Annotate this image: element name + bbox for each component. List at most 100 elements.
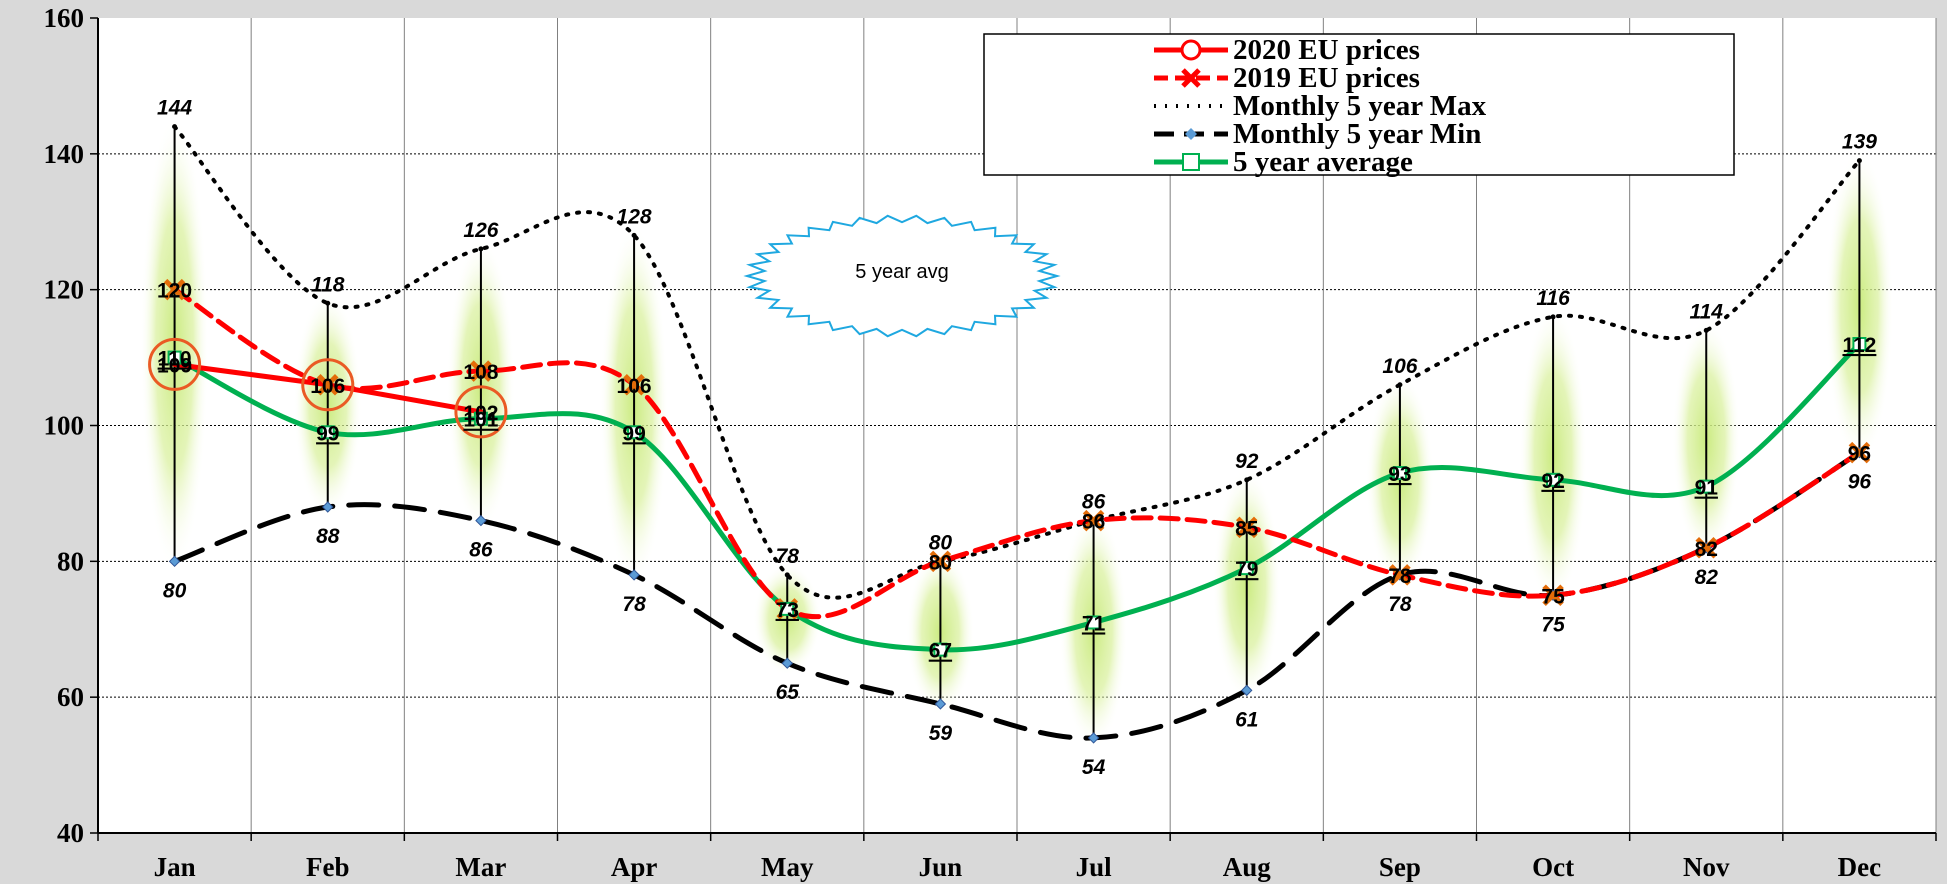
min-marker: [322, 501, 334, 513]
avg-marker: [933, 642, 948, 657]
min-label: 61: [1235, 708, 1258, 731]
max-label: 92: [1235, 450, 1259, 473]
x-tick-label: Apr: [611, 852, 658, 882]
avg-label: 71: [1082, 612, 1106, 635]
y-tick-label: 60: [57, 682, 84, 712]
max-marker: [325, 300, 331, 306]
avg-marker: [167, 350, 182, 365]
max-marker: [478, 246, 484, 252]
min-label: 86: [469, 539, 493, 562]
y-tick-label: 120: [44, 275, 85, 305]
avg-label: 112: [1842, 334, 1876, 357]
avg-marker: [1852, 337, 1867, 351]
avg-label: 73: [776, 599, 799, 622]
min-label: 65: [776, 681, 800, 704]
legend-marker: [1180, 39, 1202, 61]
max-marker: [1244, 477, 1250, 483]
y-tick-label: 80: [57, 546, 84, 576]
y-tick-label: 140: [44, 139, 85, 169]
price-2019-marker: [1389, 564, 1411, 586]
price-label: 85: [1235, 517, 1259, 540]
x-tick-label: Nov: [1683, 852, 1730, 882]
legend-label: Monthly 5 year Max: [1233, 90, 1487, 122]
max-label: 126: [463, 219, 498, 242]
price-2019-marker: [623, 373, 645, 396]
max-marker: [172, 124, 178, 130]
x-tick-label: Jul: [1076, 852, 1113, 882]
price-2019-marker: [1235, 516, 1258, 539]
min-label: 75: [1541, 613, 1565, 636]
legend-box: [983, 33, 1735, 176]
price-label: 109: [157, 354, 192, 377]
legend-marker: [1182, 153, 1200, 171]
price-label: 102: [463, 402, 498, 425]
legend-label: 5 year average: [1233, 146, 1413, 178]
avg-marker: [1239, 561, 1254, 576]
min-label: 96: [1848, 471, 1872, 494]
max-label: 80: [929, 531, 953, 554]
y-tick-label: 160: [44, 3, 85, 33]
avg-label: 99: [622, 422, 645, 445]
price-2019-marker: [1695, 536, 1718, 559]
min-marker: [628, 569, 640, 581]
x-tick-label: Jun: [919, 852, 963, 882]
annotation-burst: 5 year avg: [743, 214, 1061, 338]
price-2019-marker: [1542, 584, 1564, 607]
price-label: 82: [1695, 538, 1718, 561]
x-tick-label: Mar: [455, 852, 506, 882]
avg-label: 99: [316, 422, 339, 445]
price-2019-marker: [1848, 441, 1871, 464]
avg-label: 110: [158, 348, 192, 371]
price-2019-marker: [1082, 509, 1105, 532]
avg-marker: [320, 425, 335, 440]
series-group: [148, 124, 1871, 744]
data-labels: 144 118 126 128 78 80 86 92 106 116 114 139 80 88 86 78…: [157, 97, 1877, 779]
max-label: 139: [1842, 131, 1877, 154]
legend-marker: [1181, 68, 1201, 88]
price-label: 73: [776, 599, 799, 622]
min-marker: [1087, 732, 1100, 744]
max-label: 116: [1536, 287, 1570, 310]
x-tick-label: Dec: [1838, 852, 1881, 882]
min-label: 78: [1388, 593, 1412, 616]
max-marker: [1856, 158, 1862, 164]
series-line: [172, 287, 1862, 620]
min-marker: [781, 657, 793, 669]
min-label: 80: [163, 579, 187, 602]
avg-label: 93: [1388, 463, 1411, 486]
avg-marker: [1086, 615, 1101, 630]
avg-marker: [473, 411, 488, 426]
max-label: 114: [1690, 300, 1724, 323]
min-marker: [168, 555, 181, 568]
min-marker: [934, 698, 947, 710]
x-tick-label: May: [761, 852, 814, 882]
annotation-label: 5 year avg: [855, 261, 948, 283]
price-label: 78: [1388, 565, 1412, 588]
avg-label: 79: [1235, 558, 1258, 581]
avg-label: 91: [1695, 477, 1719, 500]
max-label: 106: [1382, 355, 1417, 378]
min-label: 82: [1695, 566, 1719, 589]
legend-marker: [1185, 128, 1197, 140]
price-label: 96: [1848, 443, 1871, 466]
avg-marker: [627, 425, 642, 440]
y-tick-label: 100: [44, 411, 85, 441]
max-marker: [784, 572, 790, 578]
y-tick-label: 40: [57, 818, 84, 848]
avg-marker: [1546, 472, 1561, 487]
max-marker: [1397, 382, 1403, 388]
legend-label: 2019 EU prices: [1233, 62, 1420, 94]
burst-shape: [743, 214, 1061, 338]
avg-label: 92: [1541, 470, 1564, 493]
min-label: 54: [1082, 756, 1106, 779]
max-marker: [631, 232, 637, 238]
price-2019-marker: [929, 550, 952, 573]
price-2020-marker: [301, 358, 355, 412]
price-label: 106: [310, 375, 345, 398]
avg-label: 101: [463, 409, 498, 432]
min-marker: [475, 514, 487, 527]
price-2020-marker: [454, 385, 508, 439]
price-label: 86: [1082, 511, 1105, 534]
min-label: 78: [622, 593, 646, 616]
